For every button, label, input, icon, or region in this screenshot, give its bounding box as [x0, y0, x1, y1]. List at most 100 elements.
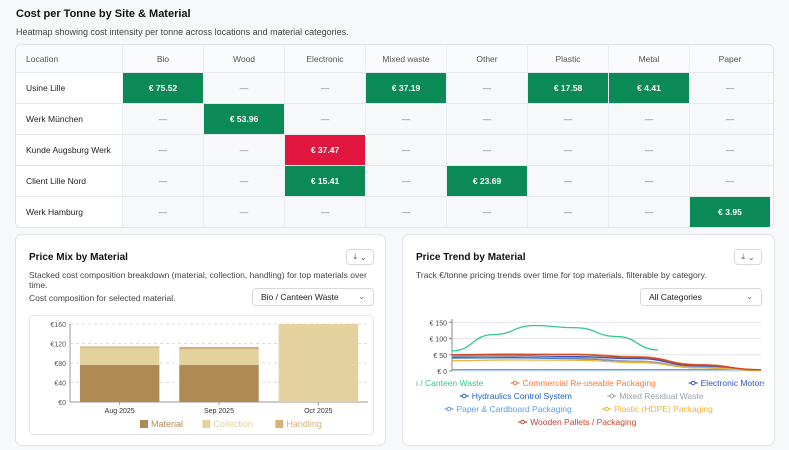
series-line[interactable]: [451, 324, 659, 352]
price-trend-download-button[interactable]: ⤓ ⌄: [734, 249, 762, 265]
heatmap-cell[interactable]: € 15.41: [284, 166, 365, 196]
heatmap-cell[interactable]: —: [608, 166, 689, 196]
table-row: Kunde Augsburg Werk — — € 37.47— — — — —: [16, 135, 773, 166]
heatmap-cell[interactable]: —: [446, 197, 527, 227]
location-label: Client Lille Nord: [26, 175, 86, 186]
series-line[interactable]: [451, 353, 762, 371]
heatmap-cell[interactable]: —: [203, 135, 284, 165]
legend-item-handling[interactable]: Handling: [275, 419, 322, 429]
heatmap-table: Location Bio Wood Electronic Mixed waste Othe…: [15, 44, 774, 228]
heatmap-cell[interactable]: € 53.96: [203, 104, 284, 134]
legend-item-collection[interactable]: Collection: [202, 419, 253, 429]
legend-item[interactable]: Mixed Residual Waste: [607, 391, 704, 401]
price-trend-subtitle: Track €/tonne pricing trends over time f…: [416, 270, 707, 280]
column-header[interactable]: Bio: [122, 45, 203, 72]
material-select[interactable]: Bio / Canteen Waste ⌄: [252, 288, 374, 306]
heatmap-cell[interactable]: € 75.52: [122, 73, 203, 103]
legend-label: Collection: [213, 419, 253, 429]
location-label: Usine Lille: [26, 82, 66, 93]
chevron-down-icon: ⌄: [359, 252, 367, 262]
legend-label: Bio / Canteen Waste: [416, 378, 484, 388]
legend-item[interactable]: Electronic Motors: [688, 378, 766, 388]
y-tick-label: €0: [58, 400, 66, 407]
legend-item[interactable]: Wooden Pallets / Packaging: [518, 417, 637, 427]
material-select-value: Bio / Canteen Waste: [261, 292, 339, 302]
bar-segment-collection[interactable]: [278, 324, 359, 402]
legend-item[interactable]: Commercial Re-useable Packaging: [510, 378, 657, 388]
price-trend-chart: € 0 € 50 € 100 € 150 Bio / Canteen Waste Comm…: [393, 315, 766, 435]
heatmap-cell[interactable]: —: [365, 166, 446, 196]
heatmap-title: Cost per Tonne by Site & Material: [16, 8, 191, 20]
heatmap-cell[interactable]: —: [446, 104, 527, 134]
heatmap-cell[interactable]: —: [608, 135, 689, 165]
table-row: Usine Lille € 75.52— — € 37.19— € 17.58 € 4.4…: [16, 73, 773, 104]
heatmap-cell[interactable]: —: [284, 104, 365, 134]
y-tick-label: €160: [50, 322, 66, 329]
column-header[interactable]: Mixed waste: [365, 45, 446, 72]
chevron-down-icon: ⌄: [747, 252, 755, 262]
x-tick-label: Aug 2025: [105, 408, 135, 415]
heatmap-cell[interactable]: —: [527, 197, 608, 227]
heatmap-cell[interactable]: —: [284, 197, 365, 227]
bar-segment-collection[interactable]: [79, 347, 160, 365]
heatmap-cell[interactable]: —: [446, 73, 527, 103]
heatmap-cell[interactable]: € 17.58: [527, 73, 608, 103]
legend-item[interactable]: Bio / Canteen Waste: [393, 378, 484, 388]
heatmap-cell[interactable]: € 37.19: [365, 73, 446, 103]
heatmap-cell[interactable]: —: [122, 104, 203, 134]
legend-item[interactable]: Hydraulics Control System: [459, 391, 572, 401]
column-header[interactable]: Plastic: [527, 45, 608, 72]
heatmap-cell[interactable]: —: [365, 104, 446, 134]
legend-label: Commercial Re-useable Packaging: [523, 378, 657, 388]
legend-item[interactable]: Plastic (HDPE) Packaging: [602, 404, 713, 414]
heatmap-cell[interactable]: —: [608, 104, 689, 134]
column-header[interactable]: Other: [446, 45, 527, 72]
heatmap-cell[interactable]: € 37.47: [284, 135, 365, 165]
heatmap-cell[interactable]: —: [527, 135, 608, 165]
heatmap-cell[interactable]: —: [527, 104, 608, 134]
heatmap-cell[interactable]: € 4.41: [608, 73, 689, 103]
chevron-down-icon: ⌄: [746, 292, 753, 301]
legend-item[interactable]: Paper & Cardboard Packaging: [444, 404, 572, 414]
column-header[interactable]: Electronic: [284, 45, 365, 72]
heatmap-cell[interactable]: —: [122, 135, 203, 165]
table-row: Werk Hamburg — — — — — — — € 3.95: [16, 197, 773, 227]
heatmap-cell[interactable]: —: [527, 166, 608, 196]
column-header[interactable]: Location: [26, 53, 59, 64]
heatmap-cell[interactable]: —: [608, 197, 689, 227]
heatmap-cell[interactable]: —: [689, 166, 770, 196]
column-header[interactable]: Wood: [203, 45, 284, 72]
heatmap-cell[interactable]: —: [203, 166, 284, 196]
price-trend-chart-svg: € 0 € 50 € 100 € 150 Bio / Canteen Waste Comm…: [393, 319, 766, 427]
heatmap-cell[interactable]: —: [446, 135, 527, 165]
price-mix-subtitle: Stacked cost composition breakdown (mate…: [29, 270, 367, 290]
column-header[interactable]: Metal: [608, 45, 689, 72]
heatmap-cell[interactable]: —: [689, 135, 770, 165]
price-mix-download-button[interactable]: ⤓ ⌄: [346, 249, 374, 265]
bar-segment-material[interactable]: [179, 364, 259, 402]
heatmap-cell[interactable]: —: [122, 166, 203, 196]
heatmap-cell[interactable]: —: [365, 197, 446, 227]
legend-item-material[interactable]: Material: [140, 419, 183, 429]
series-line[interactable]: [451, 359, 762, 371]
heatmap-cell[interactable]: —: [203, 197, 284, 227]
heatmap-cell[interactable]: —: [689, 73, 770, 103]
heatmap-cell[interactable]: —: [203, 73, 284, 103]
legend-label: Mixed Residual Waste: [619, 391, 704, 401]
column-header[interactable]: Paper: [689, 45, 770, 72]
heatmap-cell[interactable]: —: [689, 104, 770, 134]
download-icon: ⤓: [353, 252, 357, 261]
category-select[interactable]: All Categories ⌄: [640, 288, 762, 306]
series-line[interactable]: [451, 355, 762, 371]
x-tick-label: Oct 2025: [304, 408, 333, 415]
heatmap-cell[interactable]: —: [284, 73, 365, 103]
heatmap-cell[interactable]: € 23.69: [446, 166, 527, 196]
bar-segment-material[interactable]: [79, 364, 160, 402]
bar-segment-handling[interactable]: [179, 346, 259, 350]
bar-segment-collection[interactable]: [179, 349, 259, 365]
heatmap-cell[interactable]: —: [122, 197, 203, 227]
chevron-down-icon: ⌄: [358, 292, 365, 301]
heatmap-cell[interactable]: —: [365, 135, 446, 165]
bar-segment-handling[interactable]: [79, 346, 160, 348]
heatmap-cell[interactable]: € 3.95: [689, 197, 770, 227]
